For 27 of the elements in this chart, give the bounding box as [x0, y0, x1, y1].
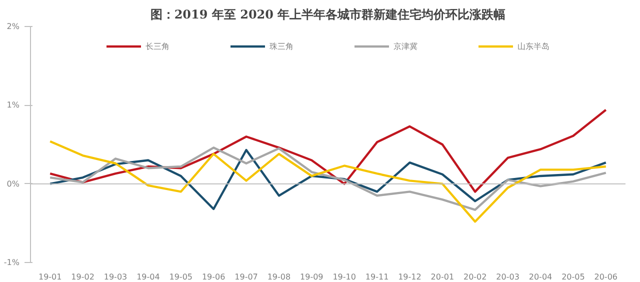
x-tick-label: 19-06 — [202, 272, 226, 282]
x-tick-label: 20-04 — [528, 272, 552, 282]
x-tick-label: 20-02 — [463, 272, 487, 282]
legend-label: 珠三角 — [270, 40, 294, 52]
x-tick-label: 19-09 — [300, 272, 324, 282]
x-tick-label: 19-01 — [38, 272, 62, 282]
x-tick-label: 19-10 — [332, 272, 356, 282]
legend-label: 长三角 — [146, 40, 170, 52]
x-tick-label: 20-05 — [562, 272, 585, 282]
x-tick-label: 19-11 — [365, 272, 389, 282]
y-tick-label: -1% — [4, 258, 20, 267]
x-tick-label: 19-03 — [104, 272, 128, 282]
y-tick-label: 1% — [6, 100, 20, 110]
x-tick-label: 20-03 — [496, 272, 520, 282]
legend-label: 山东半岛 — [518, 40, 550, 52]
legend-label: 京津冀 — [394, 40, 418, 52]
chart-title: 图：2019 年至 2020 年上半年各城市群新建住宅均价环比涨跌幅 — [150, 8, 506, 22]
x-tick-label: 19-04 — [136, 272, 160, 282]
x-tick-label: 19-08 — [267, 272, 291, 282]
x-tick-label: 19-07 — [234, 272, 258, 282]
x-tick-label: 20-01 — [430, 272, 454, 282]
x-tick-label: 20-06 — [594, 272, 618, 282]
x-tick-label: 19-12 — [398, 272, 422, 282]
x-tick-label: 19-02 — [71, 272, 94, 282]
x-tick-label: 19-05 — [169, 272, 193, 282]
y-tick-label: 0% — [6, 179, 20, 188]
y-tick-label: 2% — [6, 22, 20, 31]
